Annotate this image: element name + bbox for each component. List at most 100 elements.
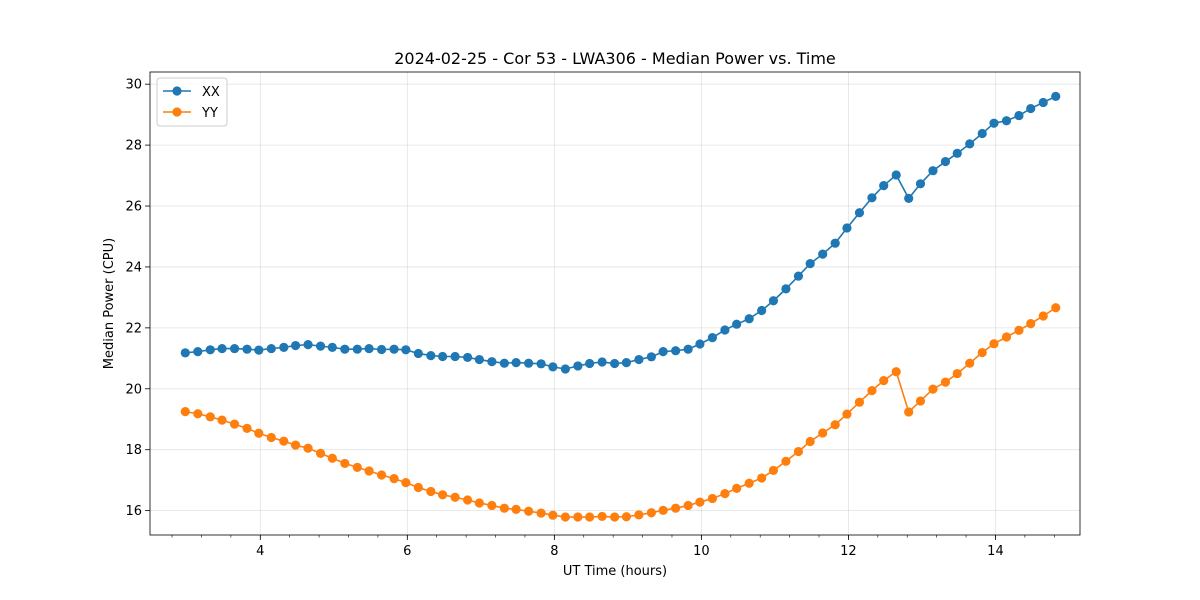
data-point bbox=[1014, 325, 1024, 335]
data-point bbox=[560, 364, 570, 374]
data-point bbox=[266, 432, 276, 443]
data-point bbox=[573, 512, 583, 522]
data-point bbox=[524, 358, 534, 368]
data-point bbox=[683, 344, 693, 354]
data-point bbox=[977, 347, 987, 358]
data-point bbox=[450, 351, 460, 362]
data-point bbox=[180, 348, 190, 358]
plot-series bbox=[180, 91, 1061, 522]
data-point bbox=[768, 296, 779, 306]
data-point bbox=[732, 483, 742, 493]
data-point bbox=[499, 358, 509, 368]
axis-ticks: 4 6 8 10 12 14 16 18 20 22 24 26 28 30 bbox=[125, 78, 1055, 559]
data-point bbox=[279, 342, 289, 352]
data-point bbox=[805, 436, 815, 447]
data-point bbox=[352, 462, 362, 472]
data-point bbox=[952, 148, 962, 158]
data-point bbox=[376, 344, 387, 355]
data-point bbox=[793, 446, 804, 457]
data-point bbox=[854, 208, 865, 218]
data-point bbox=[340, 458, 350, 469]
x-tick-label: 10 bbox=[693, 544, 710, 559]
data-point bbox=[352, 344, 362, 354]
data-point bbox=[413, 348, 423, 359]
data-point bbox=[757, 473, 767, 483]
data-point bbox=[805, 259, 815, 269]
data-point bbox=[940, 377, 951, 387]
data-point bbox=[977, 128, 987, 139]
data-point bbox=[389, 344, 399, 354]
data-point bbox=[781, 456, 791, 466]
y-tick-label: 24 bbox=[125, 260, 142, 275]
chart-title: 2024-02-25 - Cor 53 - LWA306 - Median Po… bbox=[394, 49, 836, 68]
data-point bbox=[573, 361, 583, 371]
data-point bbox=[193, 409, 203, 419]
data-point bbox=[915, 179, 926, 189]
data-point bbox=[842, 409, 852, 419]
legend-marker-yy bbox=[172, 107, 182, 117]
data-point bbox=[193, 347, 203, 357]
y-tick-label: 22 bbox=[125, 321, 142, 336]
data-point bbox=[720, 488, 730, 499]
y-tick-label: 20 bbox=[125, 382, 142, 397]
data-point bbox=[474, 354, 484, 365]
data-point bbox=[781, 284, 791, 294]
data-point bbox=[536, 508, 546, 518]
data-point bbox=[965, 139, 975, 149]
data-point bbox=[989, 339, 999, 349]
data-point bbox=[818, 249, 828, 259]
data-point bbox=[830, 420, 840, 430]
data-point bbox=[768, 465, 779, 476]
data-point bbox=[450, 492, 460, 502]
data-point bbox=[891, 170, 901, 180]
legend-label-xx: XX bbox=[202, 85, 220, 100]
data-point bbox=[744, 314, 754, 324]
data-point bbox=[732, 319, 742, 329]
data-point bbox=[315, 448, 326, 458]
data-point bbox=[757, 305, 767, 316]
data-point bbox=[548, 510, 558, 520]
x-tick-label: 6 bbox=[403, 544, 411, 559]
data-point bbox=[744, 478, 754, 488]
data-point bbox=[610, 512, 620, 522]
data-point bbox=[229, 419, 240, 429]
data-point bbox=[1051, 303, 1061, 313]
data-point bbox=[290, 440, 301, 450]
data-point bbox=[401, 478, 411, 488]
data-point bbox=[671, 503, 681, 513]
data-point bbox=[646, 508, 656, 518]
x-tick-label: 12 bbox=[840, 544, 857, 559]
data-point bbox=[1038, 97, 1048, 108]
data-point bbox=[585, 358, 595, 369]
data-point bbox=[560, 512, 570, 522]
data-point bbox=[720, 325, 730, 335]
data-point bbox=[1026, 103, 1036, 114]
data-point bbox=[376, 470, 387, 480]
x-axis-label: UT Time (hours) bbox=[563, 564, 667, 579]
data-point bbox=[499, 503, 509, 513]
data-point bbox=[879, 375, 889, 386]
x-tick-label: 8 bbox=[550, 544, 558, 559]
data-point bbox=[707, 493, 718, 504]
data-point bbox=[364, 466, 374, 476]
data-point bbox=[867, 193, 877, 203]
data-point bbox=[279, 436, 289, 446]
data-point bbox=[303, 340, 313, 350]
data-point bbox=[217, 415, 227, 425]
data-point bbox=[327, 342, 337, 352]
data-point bbox=[1001, 116, 1012, 126]
series-yy bbox=[180, 303, 1061, 522]
data-point bbox=[438, 490, 448, 500]
data-point bbox=[928, 166, 938, 176]
x-tick-label: 14 bbox=[987, 544, 1004, 559]
y-tick-label: 28 bbox=[125, 139, 142, 154]
legend: XX YY bbox=[156, 77, 228, 127]
data-point bbox=[842, 223, 852, 233]
data-point bbox=[904, 407, 914, 417]
data-point bbox=[229, 343, 240, 354]
data-point bbox=[426, 486, 436, 497]
data-point bbox=[242, 423, 252, 433]
data-point bbox=[303, 443, 313, 453]
data-point bbox=[1051, 91, 1061, 101]
